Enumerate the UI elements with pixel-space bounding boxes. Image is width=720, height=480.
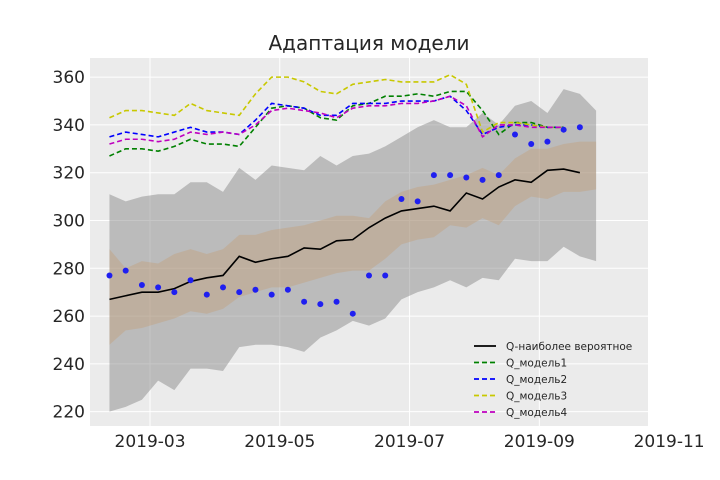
observed-point xyxy=(122,267,129,274)
legend-item-model1: Q_модель1 xyxy=(474,358,567,370)
observed-point xyxy=(333,298,340,305)
x-tick-label: 2019-09 xyxy=(504,432,575,452)
legend-item-model3: Q_модель3 xyxy=(474,391,567,403)
observed-point xyxy=(317,301,324,308)
model4-line xyxy=(109,95,564,145)
observed-point xyxy=(349,310,356,317)
inner-uncertainty-band xyxy=(109,141,597,345)
observed-point xyxy=(544,138,551,145)
legend-label: Q_модель2 xyxy=(506,374,567,386)
y-tick-label: 260 xyxy=(53,307,85,327)
x-tick-label: 2019-11 xyxy=(634,432,705,452)
x-tick-label: 2019-03 xyxy=(115,432,186,452)
x-axis-ticks: 2019-032019-052019-072019-092019-112020-… xyxy=(115,432,705,452)
legend-item-most-likely: Q-наиболее вероятное xyxy=(474,341,632,353)
legend-label: Q_модель3 xyxy=(506,391,567,403)
observed-point xyxy=(203,291,210,298)
observed-point xyxy=(495,172,502,179)
observed-point xyxy=(414,198,421,205)
y-tick-label: 280 xyxy=(53,259,85,279)
model1-line xyxy=(109,90,564,157)
y-tick-label: 340 xyxy=(53,116,85,136)
grid xyxy=(90,58,670,426)
outer-uncertainty-band xyxy=(109,89,597,412)
plot-background xyxy=(90,58,648,426)
legend-label: Q_модель4 xyxy=(506,407,567,419)
y-tick-label: 360 xyxy=(53,68,85,88)
legend-label: Q_модель1 xyxy=(506,358,567,370)
model3-line xyxy=(109,73,564,134)
y-tick-label: 320 xyxy=(53,164,85,184)
most-likely-line xyxy=(109,168,581,301)
y-axis-ticks: 220 240 260 280 300 320 340 360 xyxy=(53,68,85,423)
observed-point xyxy=(106,272,113,279)
observed-point xyxy=(301,298,308,305)
legend: Q-наиболее вероятное Q_модель1 Q_модель2 Q_… xyxy=(474,341,632,419)
observed-point xyxy=(447,172,454,179)
observed-point xyxy=(220,284,227,291)
observed-point xyxy=(576,124,583,131)
observed-point xyxy=(171,289,178,296)
y-tick-label: 240 xyxy=(53,355,85,375)
observed-point xyxy=(430,172,437,179)
observed-point xyxy=(479,176,486,183)
observed-point xyxy=(138,282,145,289)
chart-title: Адаптация модели xyxy=(269,31,470,55)
observed-point xyxy=(252,286,259,293)
y-tick-label: 300 xyxy=(53,211,85,231)
x-tick-label: 2019-05 xyxy=(244,432,315,452)
observed-point xyxy=(236,289,243,296)
observed-point xyxy=(560,126,567,133)
observed-point xyxy=(398,195,405,202)
y-tick-label: 220 xyxy=(53,403,85,423)
observed-point xyxy=(366,272,372,279)
uncertainty-bands xyxy=(109,89,597,412)
observed-point xyxy=(463,174,470,181)
x-tick-label: 2019-07 xyxy=(374,432,445,452)
observed-point xyxy=(528,141,535,148)
observed-point xyxy=(187,277,194,284)
legend-item-model2: Q_модель2 xyxy=(474,374,567,386)
legend-label: Q-наиболее вероятное xyxy=(506,341,632,353)
observed-point xyxy=(511,131,518,138)
observed-point xyxy=(268,291,275,298)
observed-point xyxy=(155,284,162,291)
series-lines xyxy=(109,73,581,301)
observed-points xyxy=(106,124,583,317)
observed-point xyxy=(284,286,291,293)
observed-point xyxy=(382,272,389,279)
legend-item-model4: Q_модель4 xyxy=(474,407,567,419)
